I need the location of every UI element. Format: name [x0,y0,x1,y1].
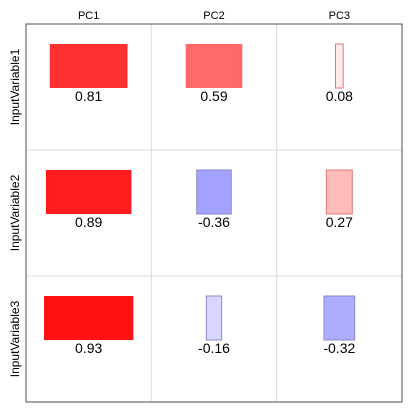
column-header-pc1: PC1 [78,10,99,22]
row-header-inputvariable1: InputVariable1 [8,48,22,125]
loading-bar-inputvariable2-pc2 [196,169,232,215]
loading-bar-inputvariable3-pc1 [44,296,134,340]
loading-value-label: 0.81 [75,88,102,104]
loading-value-label: 0.08 [326,88,353,104]
column-header-pc3: PC3 [329,10,350,22]
loading-value-label: 0.89 [75,214,102,230]
gridlines [26,24,402,402]
loading-value-label: 0.93 [75,340,102,356]
plot-frame [25,23,403,403]
loading-bar-inputvariable1-pc1 [49,44,128,88]
loading-bar-inputvariable1-pc3 [334,43,344,89]
row-headers: InputVariable1 InputVariable2 InputVariabl… [8,48,22,377]
row-header-inputvariable2: InputVariable2 [8,174,22,251]
row-header-inputvariable3: InputVariable3 [8,300,22,377]
loading-value-label: -0.32 [323,340,355,356]
loading-value-label: 0.27 [326,214,353,230]
loading-value-label: 0.59 [200,88,227,104]
loading-bar-inputvariable1-pc2 [185,44,243,88]
loading-bar-inputvariable2-pc3 [325,169,353,215]
column-header-pc2: PC2 [203,10,224,22]
loading-value-label: -0.36 [198,214,230,230]
column-headers: PC1 PC2 PC3 [78,10,350,22]
loading-bar-inputvariable2-pc1 [45,170,132,214]
loading-value-label: -0.16 [198,340,230,356]
loading-bar-inputvariable3-pc2 [205,295,223,341]
matrix-cells: 0.81 0.59 0.08 0.89 -0.36 0.27 0.93 -0.16 -0.32 [44,43,356,356]
loading-bar-inputvariable3-pc3 [323,295,356,341]
